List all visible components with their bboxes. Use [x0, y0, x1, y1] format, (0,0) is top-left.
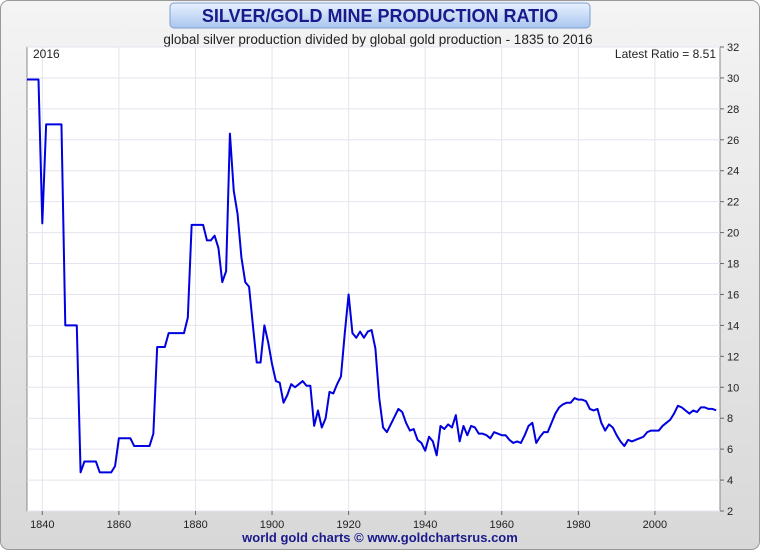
y-tick-label: 18: [727, 259, 739, 271]
y-tick-label: 28: [727, 104, 739, 116]
y-tick-label: 22: [727, 197, 739, 209]
x-tick-label: 2000: [643, 519, 667, 531]
chart-subtitle: global silver production divided by glob…: [163, 32, 592, 47]
y-tick-label: 12: [727, 351, 739, 363]
y-tick-label: 24: [727, 166, 739, 178]
latest-label: Latest Ratio = 8.51: [615, 47, 716, 61]
x-tick-label: 1920: [336, 519, 360, 531]
y-tick-label: 8: [727, 413, 733, 425]
y-tick-label: 30: [727, 73, 739, 85]
data-line: [27, 78, 717, 474]
y-tick-label: 4: [727, 475, 733, 487]
title-band: [169, 2, 591, 29]
x-tick-label: 1960: [490, 519, 514, 531]
chart-title: SILVER/GOLD MINE PRODUCTION RATIO: [202, 6, 558, 26]
x-tick-label: 1860: [107, 519, 131, 531]
y-tick-label: 6: [727, 444, 733, 456]
corner-label: 2016: [33, 47, 60, 61]
plot-area: [26, 46, 721, 512]
footer: world gold charts © www.goldchartsrus.co…: [241, 530, 518, 545]
x-tick-label: 1980: [566, 519, 590, 531]
x-tick-label: 1880: [183, 519, 207, 531]
y-tick-label: 14: [727, 320, 739, 332]
y-tick-label: 32: [727, 42, 739, 54]
y-tick-label: 10: [727, 382, 739, 394]
y-tick-label: 20: [727, 228, 739, 240]
y-tick-label: 2: [727, 506, 733, 518]
y-tick-label: 16: [727, 289, 739, 301]
grid: [27, 46, 720, 512]
x-tick-label: 1840: [30, 519, 54, 531]
x-tick-label: 1900: [260, 519, 284, 531]
y-tick-label: 26: [727, 135, 739, 147]
x-tick-label: 1940: [413, 519, 437, 531]
